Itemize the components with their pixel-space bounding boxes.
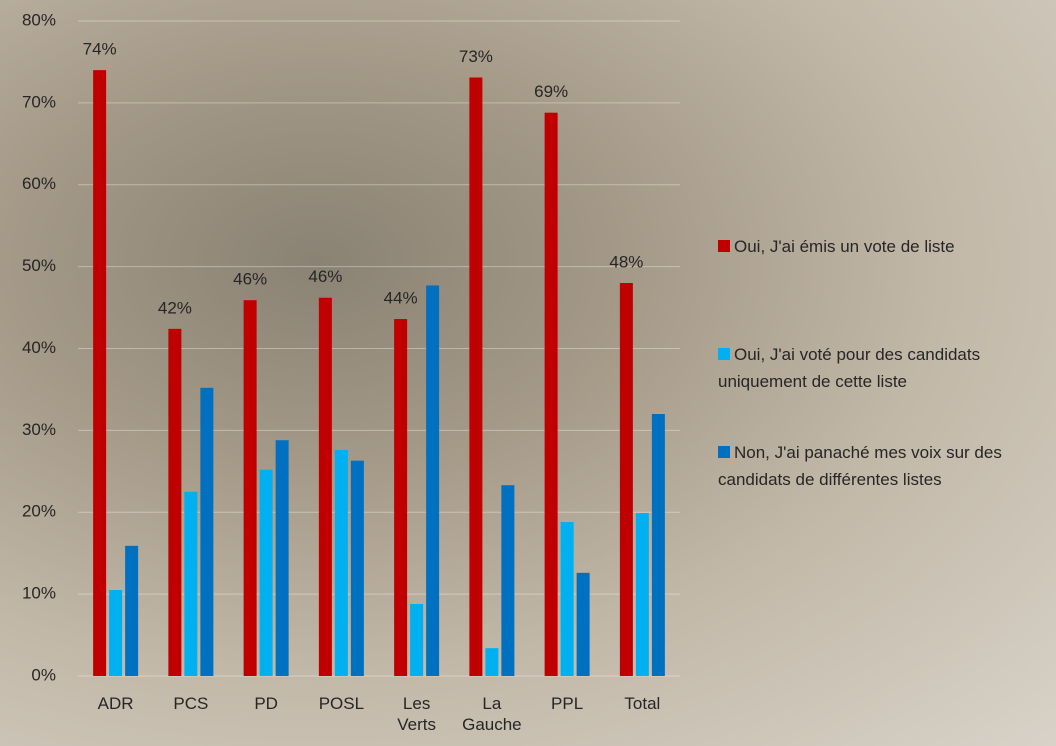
y-tick-label: 30% — [22, 420, 56, 439]
x-tick-label: La Gauche — [462, 694, 522, 734]
bar — [318, 297, 332, 676]
bar — [200, 387, 214, 676]
y-tick-label: 60% — [22, 174, 56, 193]
data-label: 73% — [459, 47, 493, 66]
legend-entry: Oui, J'ai voté pour des candidats unique… — [718, 341, 1048, 395]
legend-entry: Non, J'ai panaché mes voix sur des candi… — [718, 439, 1048, 493]
data-label: 46% — [233, 270, 267, 289]
legend-swatch — [718, 348, 730, 360]
y-tick-label: 70% — [22, 92, 56, 111]
legend-swatch — [718, 446, 730, 458]
bar — [394, 319, 408, 676]
data-label: 74% — [83, 40, 117, 59]
x-tick-label: PPL — [551, 694, 584, 713]
bar — [350, 460, 364, 676]
x-tick-label: ADR — [97, 694, 134, 713]
x-tick-label: POSL — [318, 694, 365, 713]
bar — [275, 440, 289, 676]
legend-swatch — [718, 240, 730, 252]
y-tick-label: 40% — [22, 338, 56, 357]
bar — [501, 485, 515, 676]
bar — [109, 590, 123, 676]
legend-text: Non, J'ai panaché mes voix sur des candi… — [718, 443, 1002, 489]
bar — [544, 112, 558, 676]
bar — [125, 545, 139, 676]
x-tick-label: Les Verts — [397, 694, 436, 734]
bar — [93, 70, 107, 676]
data-label: 42% — [158, 298, 192, 317]
bar — [243, 300, 257, 676]
y-tick-label: 80% — [22, 10, 56, 29]
bar — [485, 648, 499, 676]
legend-text: Oui, J'ai émis un vote de liste — [734, 237, 955, 256]
bar — [410, 603, 424, 676]
data-label: 48% — [609, 252, 643, 271]
y-tick-label: 20% — [22, 502, 56, 521]
x-tick-label: PD — [254, 694, 278, 713]
bar — [168, 328, 182, 676]
bar — [619, 283, 633, 676]
data-label: 44% — [384, 289, 418, 308]
y-tick-label: 10% — [22, 584, 56, 603]
legend-text: Oui, J'ai voté pour des candidats unique… — [718, 345, 981, 391]
bar — [334, 450, 348, 676]
data-label: 69% — [534, 82, 568, 101]
bar — [651, 414, 665, 676]
x-tick-label: Total — [624, 694, 661, 713]
x-tick-label: PCS — [173, 694, 209, 713]
bar — [635, 513, 649, 676]
bar — [576, 572, 590, 676]
legend-entry: Oui, J'ai émis un vote de liste — [718, 233, 1048, 260]
bar — [184, 491, 198, 676]
bar — [259, 469, 273, 676]
y-tick-label: 50% — [22, 256, 56, 275]
bar — [426, 285, 440, 676]
y-tick-label: 0% — [31, 665, 56, 684]
bar — [469, 77, 483, 676]
bar — [560, 522, 574, 676]
data-label: 46% — [308, 267, 342, 286]
